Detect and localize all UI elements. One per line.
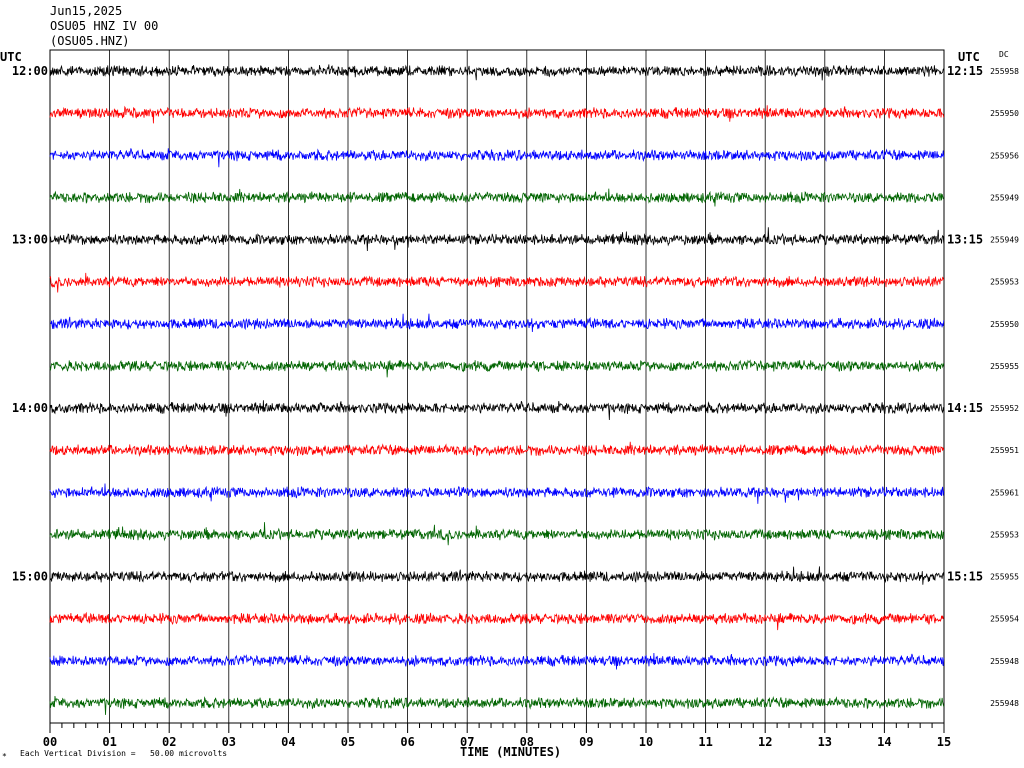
hour-label-right: 14:15	[947, 401, 983, 415]
x-axis-label: TIME (MINUTES)	[460, 745, 562, 759]
dc-offset-label: 255955	[990, 362, 1019, 371]
x-tick-label: 12	[758, 735, 772, 749]
x-tick-label: 05	[341, 735, 355, 749]
hour-label-right: 13:15	[947, 233, 983, 247]
x-tick-label: 00	[43, 735, 57, 749]
seismic-trace	[49, 441, 945, 457]
dc-offset-label: 255955	[990, 573, 1019, 582]
dc-offset-label: 255953	[990, 278, 1019, 287]
seismic-trace	[49, 313, 945, 333]
x-tick-label: 03	[222, 735, 236, 749]
dc-offset-label: 255950	[990, 320, 1019, 329]
dc-offset-label: 255952	[990, 404, 1019, 413]
x-tick-label: 04	[281, 735, 295, 749]
seismic-trace	[49, 359, 945, 378]
seismic-trace	[49, 566, 945, 585]
x-tick-label: 15	[937, 735, 951, 749]
x-tick-label: 09	[579, 735, 593, 749]
utc-left-label: UTC	[0, 50, 22, 64]
seismic-trace	[49, 400, 945, 421]
hour-label-left: 15:00	[12, 570, 48, 584]
dc-offset-label: 255954	[990, 615, 1019, 624]
dc-offset-label: 255949	[990, 193, 1019, 202]
dc-offset-label: 255961	[990, 488, 1019, 497]
seismic-trace	[49, 652, 945, 670]
seismic-trace	[49, 148, 945, 168]
dc-offset-label: 255951	[990, 446, 1019, 455]
hour-label-right: 12:15	[947, 64, 983, 78]
seismic-trace	[49, 483, 945, 504]
station-name: OSU05 HNZ IV 00	[50, 19, 159, 33]
dc-offset-label: 255949	[990, 236, 1019, 245]
vertical-scale-note: Each Vertical Division = 50.00 microvolt…	[20, 749, 228, 758]
dc-offset-label: 255948	[990, 657, 1019, 666]
station-code: (OSU05.HNZ)	[50, 34, 130, 48]
hour-label-left: 14:00	[12, 401, 48, 415]
x-tick-label: 07	[460, 735, 474, 749]
seismic-trace	[49, 695, 945, 715]
hour-label-left: 12:00	[12, 64, 48, 78]
seismic-trace	[49, 611, 944, 631]
seismic-trace	[49, 227, 945, 252]
chart-date: Jun15,2025	[50, 4, 123, 18]
x-tick-label: 11	[698, 735, 712, 749]
x-tick-label: 08	[520, 735, 534, 749]
dc-offset-label: 255956	[990, 151, 1019, 160]
x-tick-label: 13	[818, 735, 832, 749]
seismic-trace	[49, 522, 945, 546]
seismic-trace	[49, 272, 945, 293]
x-tick-label: 10	[639, 735, 653, 749]
seismic-trace	[49, 188, 945, 207]
x-tick-label: 01	[102, 735, 116, 749]
seismic-trace	[49, 64, 945, 81]
dc-offset-label: 255950	[990, 109, 1019, 118]
hour-label-right: 15:15	[947, 570, 983, 584]
dc-offset-label: 255958	[990, 67, 1019, 76]
dc-label: DC	[999, 50, 1009, 59]
plot-frame	[49, 49, 945, 724]
x-tick-label: 02	[162, 735, 176, 749]
footer-mark: *	[2, 752, 7, 761]
hour-label-left: 13:00	[12, 233, 48, 247]
seismic-trace	[49, 105, 945, 124]
utc-right-label: UTC	[958, 50, 980, 64]
x-tick-label: 14	[877, 735, 891, 749]
dc-offset-label: 255948	[990, 699, 1019, 708]
x-tick-label: 06	[400, 735, 414, 749]
dc-offset-label: 255953	[990, 530, 1019, 539]
